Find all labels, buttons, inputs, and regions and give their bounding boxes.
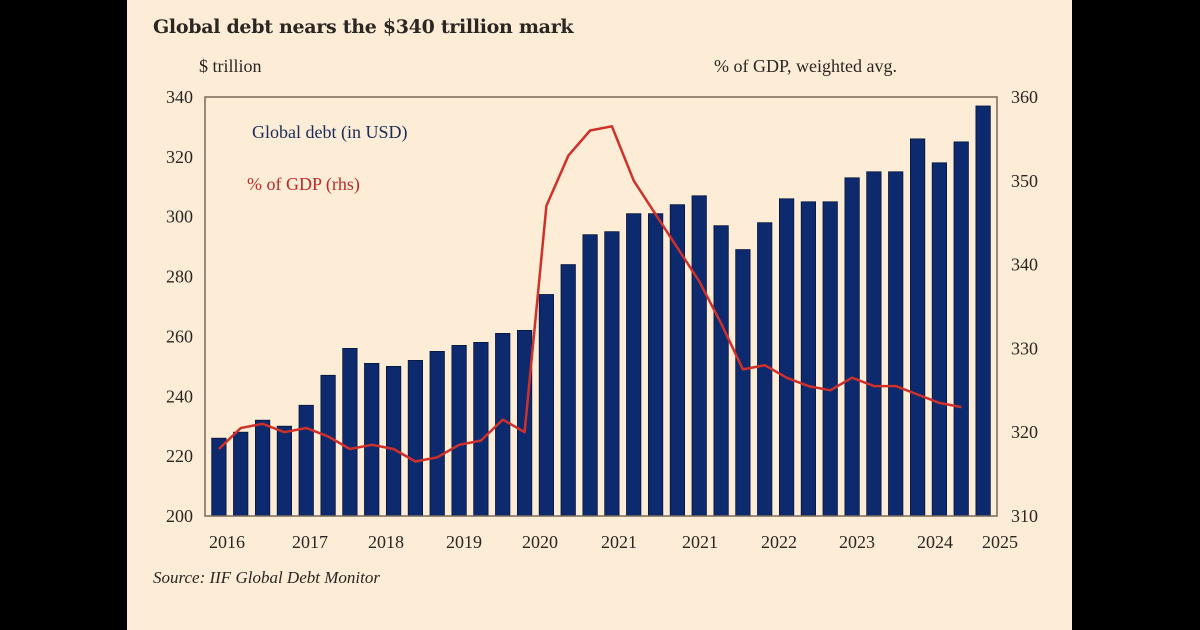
debt-bar	[451, 344, 467, 517]
x-axis-tick-label: 2021	[601, 532, 637, 552]
debt-bar	[713, 225, 729, 517]
debt-bar	[844, 177, 860, 517]
legend-gdp-percent: % of GDP (rhs)	[247, 174, 360, 195]
left-axis-unit-label: $ trillion	[199, 56, 262, 76]
debt-bar	[233, 431, 249, 517]
debt-bar	[276, 425, 292, 517]
right-axis-tick-label: 350	[1011, 171, 1038, 191]
debt-bar	[779, 198, 795, 517]
debt-bar	[888, 171, 904, 517]
left-axis-tick-label: 320	[166, 147, 193, 167]
x-axis-tick-label: 2025	[982, 532, 1018, 552]
chart-panel: Global debt nears the $340 trillion mark…	[127, 0, 1072, 630]
debt-bar	[975, 105, 991, 517]
x-axis-tick-label: 2018	[368, 532, 404, 552]
debt-bar	[866, 171, 882, 517]
debt-bar	[910, 138, 926, 517]
right-axis-tick-label: 310	[1011, 506, 1038, 526]
debt-bar	[931, 162, 948, 517]
x-axis-tick-label: 2019	[446, 532, 482, 552]
right-axis-ticks: 310 320 330 340 350 360	[1011, 87, 1038, 526]
x-axis-tick-label: 2016	[209, 532, 245, 552]
x-axis-tick-label: 2020	[522, 532, 558, 552]
debt-bar	[364, 362, 380, 517]
left-axis-tick-label: 220	[166, 446, 193, 466]
left-axis-tick-label: 300	[166, 207, 193, 227]
plot-frame	[204, 96, 998, 517]
line-group	[218, 125, 962, 463]
x-axis-tick-label: 2024	[917, 532, 953, 552]
chart-svg: 200 220 240 260 280 300 320 340 310 320 330 340 350…	[166, 87, 1038, 552]
right-axis-tick-label: 340	[1011, 255, 1038, 275]
debt-bar	[254, 419, 271, 517]
debt-bar	[800, 201, 817, 517]
debt-bar	[211, 437, 227, 517]
chart-title: Global debt nears the $340 trillion mark	[153, 16, 574, 38]
bars-group	[211, 105, 991, 517]
debt-bar	[648, 213, 664, 517]
legend-global-debt: Global debt (in USD)	[252, 122, 407, 143]
x-axis-ticks: 2016 2017 2018 2019 2020 2021 2021 2022 2023 2024…	[209, 532, 1018, 552]
debt-bar	[735, 249, 751, 517]
debt-bar	[582, 234, 598, 517]
debt-bar	[560, 264, 576, 517]
right-axis-unit-label: % of GDP, weighted avg.	[714, 56, 897, 76]
left-axis-tick-label: 260	[166, 326, 193, 346]
x-axis-tick-label: 2017	[292, 532, 328, 552]
right-axis-tick-label: 330	[1011, 338, 1038, 358]
debt-bar	[429, 350, 445, 517]
debt-bar	[626, 213, 642, 517]
right-axis-tick-label: 360	[1011, 87, 1038, 107]
right-axis-tick-label: 320	[1011, 422, 1038, 442]
x-axis-tick-label: 2023	[839, 532, 875, 552]
debt-bar	[538, 294, 555, 517]
debt-bar	[385, 365, 402, 517]
debt-bar	[953, 141, 969, 517]
debt-bar	[473, 341, 489, 517]
left-axis-tick-label: 340	[166, 87, 193, 107]
left-axis-tick-label: 200	[166, 506, 193, 526]
left-axis-tick-label: 280	[166, 267, 193, 287]
debt-bar	[822, 201, 838, 517]
debt-bar	[669, 204, 686, 517]
debt-bar	[407, 359, 424, 517]
debt-bar	[298, 404, 314, 517]
source-note: Source: IIF Global Debt Monitor	[153, 568, 380, 587]
left-axis-tick-label: 240	[166, 386, 193, 406]
x-axis-tick-label: 2021	[682, 532, 718, 552]
left-axis-ticks: 200 220 240 260 280 300 320 340	[166, 87, 193, 526]
debt-bar	[342, 347, 358, 517]
debt-bar	[604, 231, 620, 517]
x-axis-tick-label: 2022	[761, 532, 797, 552]
debt-bar	[320, 374, 336, 517]
debt-bar	[691, 195, 707, 517]
